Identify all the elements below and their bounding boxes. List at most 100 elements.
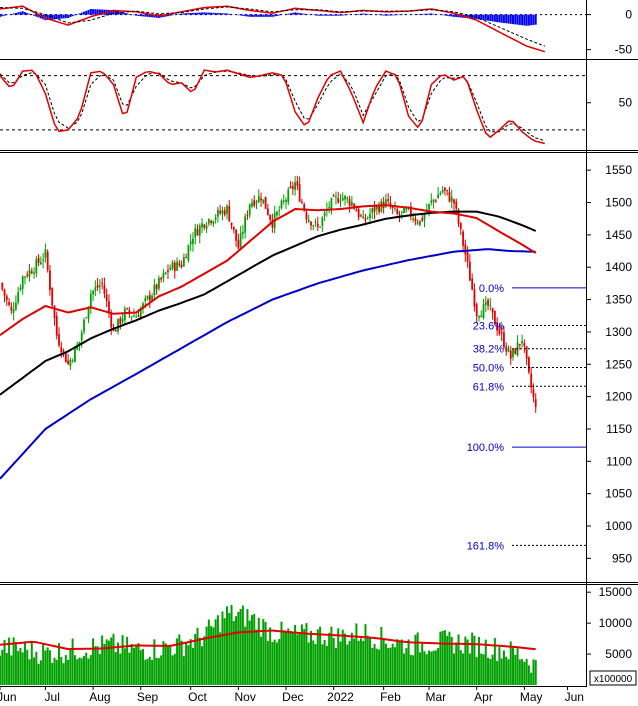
candle-body — [405, 209, 408, 211]
candle-body — [432, 199, 435, 202]
volume-bar — [35, 651, 38, 685]
axes: 0 -50 50 1550 1500 1450 1400 1350 1300 1250 1200 11… — [0, 8, 632, 704]
candle-body — [482, 304, 485, 318]
volume-bar — [8, 637, 11, 685]
candle-body — [33, 272, 35, 274]
volume-axis-tick-label: 5000 — [605, 647, 632, 661]
candle-body — [8, 302, 10, 305]
volume-bar — [278, 639, 281, 685]
volume-bar — [0, 655, 1, 685]
time-axis-label: Aug — [89, 690, 110, 704]
volume-bar — [466, 639, 469, 685]
candle-body — [98, 285, 101, 287]
candle-body — [135, 316, 138, 318]
candle-body — [119, 317, 122, 324]
volume-bar — [409, 654, 412, 685]
candle-body — [328, 206, 331, 208]
candle-body — [466, 252, 469, 262]
price-axis-tick-label: 1300 — [605, 325, 632, 339]
candle-body — [344, 195, 346, 200]
panel-frames — [0, 0, 638, 687]
candle-body — [512, 349, 514, 358]
fibonacci-retracement: 0.0% 23.6% 38.2% 50.0% 61.8% 100.0% 161.8% — [467, 283, 586, 552]
candle-body — [430, 200, 433, 203]
volume-bar — [37, 663, 40, 685]
candle-body — [123, 308, 126, 321]
volume-bar — [530, 672, 533, 685]
volume-bar — [398, 640, 401, 685]
candle-body — [96, 284, 99, 288]
candle-body — [146, 296, 149, 299]
candle-body — [289, 187, 292, 189]
volume-bar — [464, 636, 467, 685]
candle-body — [142, 303, 144, 309]
candle-body — [226, 205, 228, 214]
volume-bar — [359, 638, 362, 685]
candle-body — [64, 353, 67, 363]
volume-bar — [210, 626, 213, 685]
volume-bar — [262, 618, 265, 685]
volume-bar — [110, 637, 113, 685]
volume-bar — [182, 656, 185, 685]
volume-bar — [273, 639, 276, 685]
candle-body — [130, 316, 133, 318]
volume-bar — [142, 649, 145, 685]
volume-bar — [423, 651, 426, 685]
candle-body — [67, 360, 69, 364]
volume-bar — [357, 640, 360, 685]
candle-body — [241, 232, 244, 234]
candle-body — [117, 318, 119, 332]
candle-body — [509, 350, 512, 359]
candle-body — [428, 203, 430, 210]
volume-bar — [155, 657, 158, 685]
volume-bar — [112, 633, 115, 685]
volume-bar — [428, 650, 431, 685]
candle-body — [14, 302, 17, 310]
time-axis-label: Mar — [426, 690, 447, 704]
macd-axis-tick-label: -50 — [615, 43, 633, 57]
volume-bar — [518, 659, 521, 685]
candle-body — [194, 228, 197, 238]
volume-bar — [339, 641, 342, 685]
volume-bar — [496, 661, 499, 685]
candle-body — [3, 289, 6, 296]
volume-bar — [337, 628, 340, 685]
candle-body — [35, 259, 38, 274]
candle-body — [137, 315, 140, 317]
volume-bar — [280, 621, 283, 685]
candle-body — [239, 233, 242, 248]
candle-body — [46, 251, 49, 270]
volume-bar — [405, 648, 408, 685]
candle-body — [173, 262, 176, 272]
volume-bar — [355, 623, 358, 685]
volume-bar — [375, 648, 378, 685]
candle-body — [196, 229, 199, 236]
candle-body — [162, 273, 165, 279]
candle-body — [153, 284, 156, 296]
candle-body — [371, 208, 374, 214]
candle-body — [521, 341, 523, 344]
price-panel — [0, 175, 537, 480]
volume-bar — [67, 659, 70, 685]
volume-bar — [344, 633, 347, 685]
candle-body — [339, 200, 342, 202]
candle-body — [312, 225, 315, 227]
volume-bar — [389, 647, 392, 685]
candle-body — [80, 332, 83, 341]
volume-bar — [80, 658, 83, 685]
price-axis-tick-label: 1550 — [605, 163, 632, 177]
volume-bar — [48, 650, 51, 685]
volume-bar — [71, 638, 74, 685]
candle-body — [244, 216, 247, 233]
volume-bar — [14, 641, 17, 685]
candle-body — [257, 195, 260, 203]
candle-body — [60, 347, 63, 353]
volume-bar — [173, 653, 176, 685]
candle-body — [87, 306, 90, 319]
candle-body — [412, 218, 415, 220]
volume-bar — [396, 639, 399, 685]
volume-bar — [403, 653, 406, 685]
fib-level-label: 38.2% — [473, 344, 504, 356]
volume-bar — [87, 658, 90, 685]
time-axis-label: Feb — [380, 690, 401, 704]
